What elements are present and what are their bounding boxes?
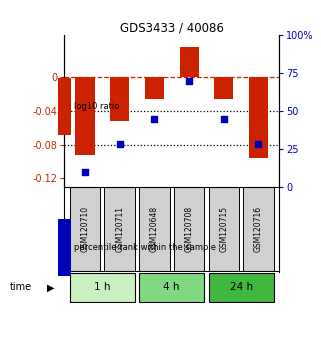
Point xyxy=(187,78,192,84)
Text: 24 h: 24 h xyxy=(230,282,253,292)
Point xyxy=(152,116,157,121)
Bar xyxy=(145,78,164,99)
Text: GSM120648: GSM120648 xyxy=(150,206,159,252)
Text: GSM120716: GSM120716 xyxy=(254,206,263,252)
Text: GSM120715: GSM120715 xyxy=(219,206,228,252)
Point xyxy=(221,116,226,121)
Bar xyxy=(110,78,129,121)
Text: GSM120711: GSM120711 xyxy=(115,206,124,252)
Text: GSM120708: GSM120708 xyxy=(185,206,194,252)
Text: 1 h: 1 h xyxy=(94,282,111,292)
Bar xyxy=(179,47,199,78)
Text: GSM120710: GSM120710 xyxy=(81,206,90,252)
Point xyxy=(256,142,261,147)
Bar xyxy=(139,273,204,302)
Bar xyxy=(75,78,95,155)
Bar xyxy=(243,188,274,271)
Bar xyxy=(174,188,204,271)
Bar xyxy=(104,188,135,271)
Bar xyxy=(249,78,268,158)
Point xyxy=(82,169,88,174)
Point xyxy=(117,142,122,147)
Bar xyxy=(70,273,135,302)
Text: percentile rank within the sample: percentile rank within the sample xyxy=(74,243,216,252)
Text: ▶: ▶ xyxy=(47,282,54,292)
Bar xyxy=(214,78,233,99)
Title: GDS3433 / 40086: GDS3433 / 40086 xyxy=(120,21,224,34)
Text: time: time xyxy=(10,282,32,292)
Text: log10 ratio: log10 ratio xyxy=(74,102,119,111)
Bar xyxy=(209,273,274,302)
Bar xyxy=(70,188,100,271)
Bar xyxy=(209,188,239,271)
Bar xyxy=(139,188,170,271)
Text: 4 h: 4 h xyxy=(163,282,180,292)
